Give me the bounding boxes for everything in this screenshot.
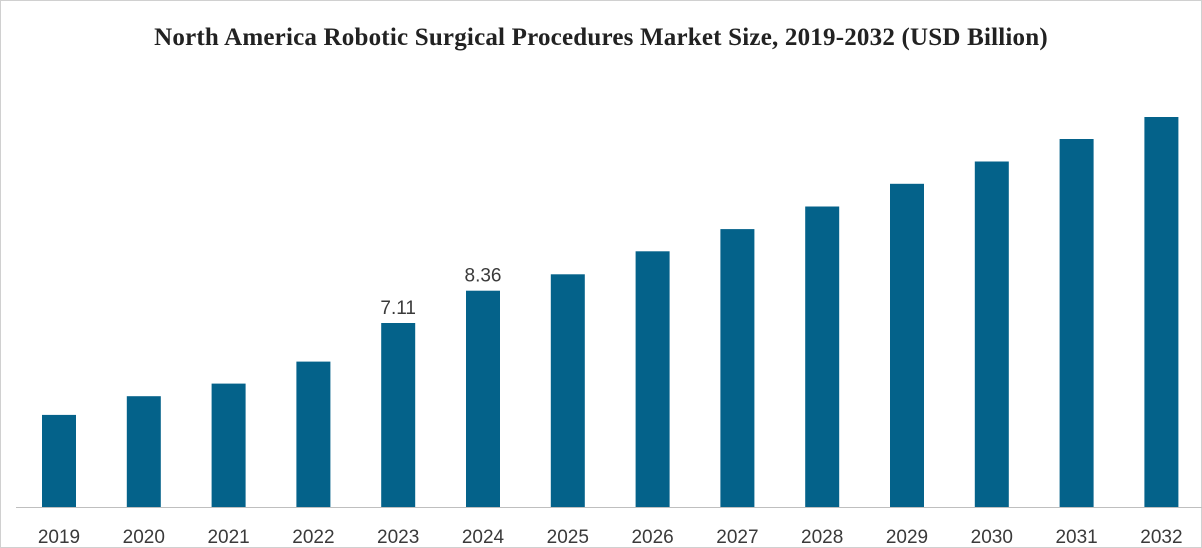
bar-2023 [381,323,416,507]
bar-2019 [42,414,76,507]
x-tick-label-2023: 2023 [377,527,419,548]
data-label-2024: 8.36 [465,266,502,287]
x-tick-label-2026: 2026 [631,527,673,548]
bar-2021 [211,383,246,507]
bar-2025 [550,274,585,507]
x-tick-label-2022: 2022 [292,527,334,548]
bar-2020 [126,396,161,507]
x-tick-label-2030: 2030 [971,527,1013,548]
x-tick-label-2029: 2029 [886,527,928,548]
bar-2032 [1144,117,1179,507]
bar-2029 [890,183,924,508]
x-tick-label-2032: 2032 [1140,527,1182,548]
bar-2030 [974,161,1009,507]
x-tick-label-2021: 2021 [207,527,249,548]
bar-2026 [635,251,670,507]
x-tick-label-2019: 2019 [38,527,80,548]
bar-2022 [296,361,331,507]
bar-2027 [720,229,755,507]
bar-2031 [1059,139,1094,507]
x-tick-label-2025: 2025 [547,527,589,548]
bar-2028 [805,206,840,507]
x-tick-label-2024: 2024 [462,527,505,548]
bar-2024 [466,290,500,507]
x-tick-label-2028: 2028 [801,527,843,548]
chart-title: North America Robotic Surgical Procedure… [154,24,1048,51]
x-tick-label-2020: 2020 [123,527,165,548]
x-tick-label-2031: 2031 [1055,527,1097,548]
data-label-2023: 7.11 [380,298,416,319]
x-tick-label-2027: 2027 [716,527,758,548]
